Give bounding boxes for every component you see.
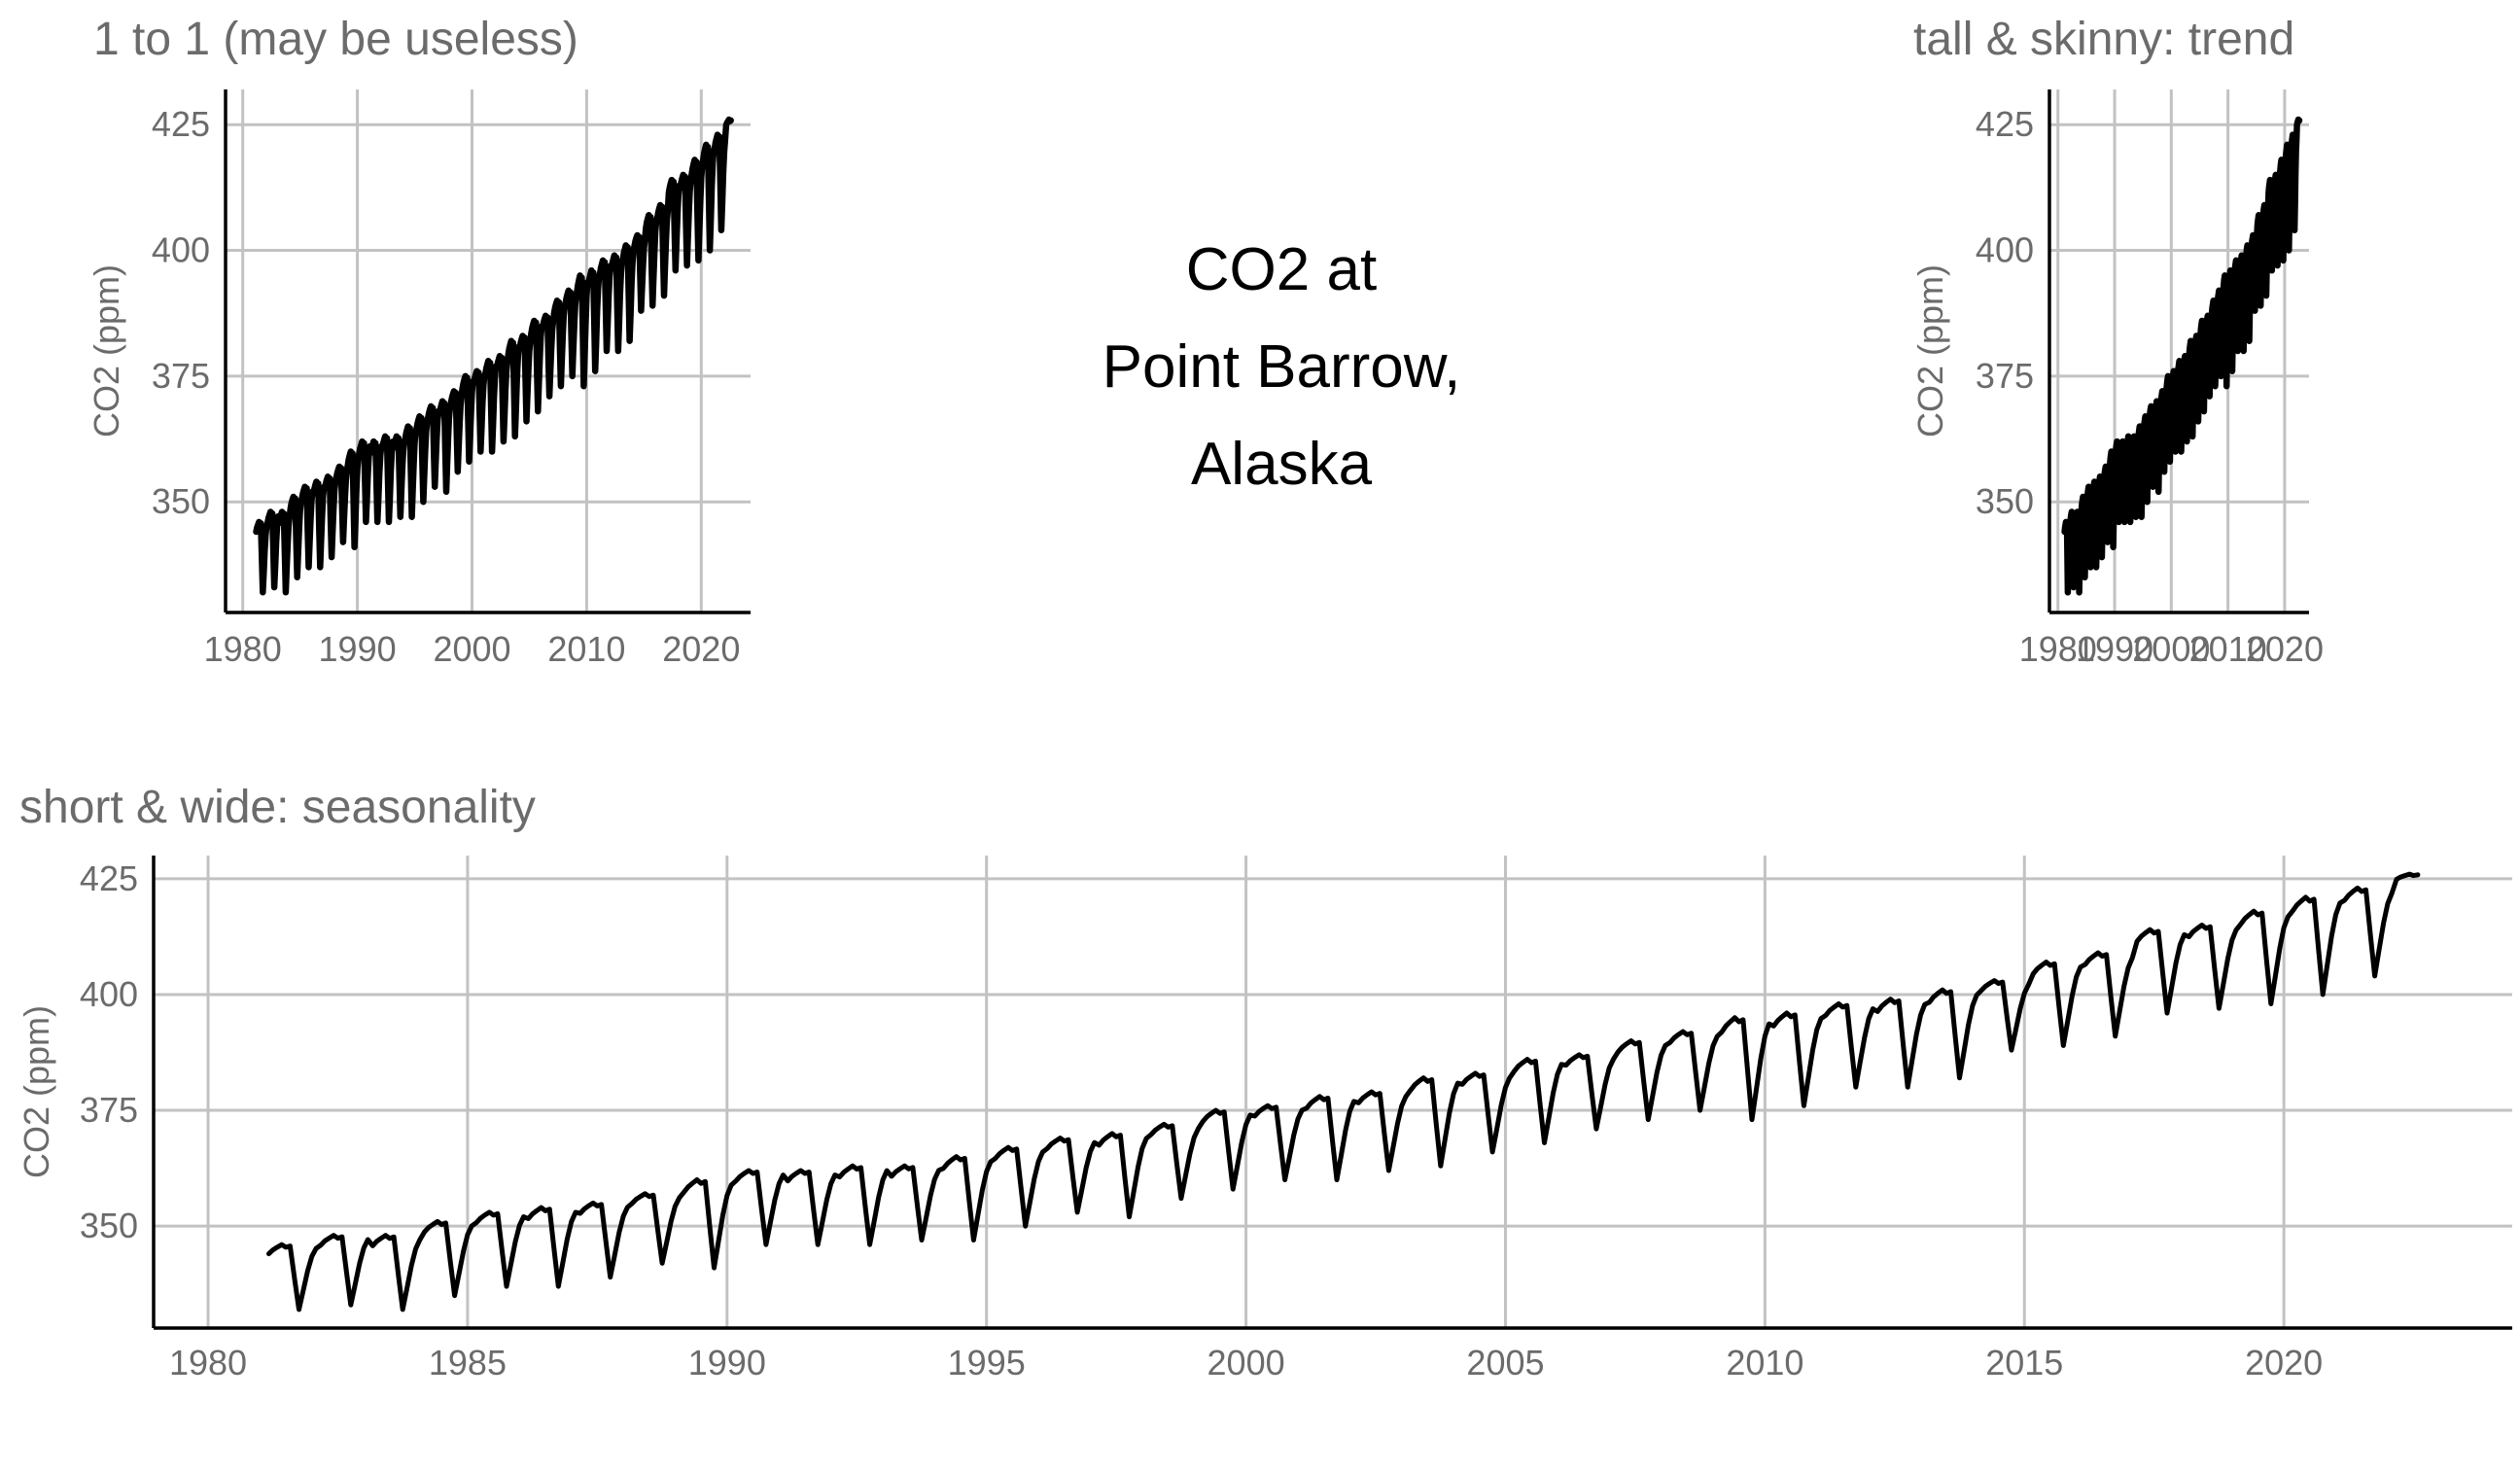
x-tick-label: 2020 — [2246, 629, 2324, 669]
x-tick-label: 2000 — [2132, 629, 2210, 669]
y-axis-label: CO2 (ppm) — [1910, 264, 1950, 438]
panel-tall-skinny: tall & skinny: trend 19801990200020102020… — [1910, 14, 2324, 669]
panel-title: 1 to 1 (may be useless) — [93, 14, 578, 65]
panel-one-to-one: 1 to 1 (may be useless) 1980 1990 2000 2010 2… — [87, 14, 751, 669]
x-tick-label: 2015 — [1985, 1343, 2063, 1382]
co2-series-line — [2061, 116, 2303, 596]
panel-title: tall & skinny: trend — [1913, 14, 2294, 65]
y-tick-label: 350 — [1976, 481, 2034, 521]
x-tick-label: 2000 — [1208, 1343, 1285, 1382]
x-tick-label: 2020 — [2245, 1343, 2323, 1382]
y-tick-label: 400 — [80, 974, 138, 1014]
y-tick-label: 400 — [1976, 230, 2034, 270]
center-title-line-1: CO2 at — [1186, 236, 1377, 303]
y-tick-label: 375 — [1976, 356, 2034, 396]
y-tick-label: 425 — [80, 858, 138, 898]
y-tick-label: 425 — [152, 104, 210, 144]
x-tick-label: 2000 — [433, 629, 510, 669]
y-axis-label: CO2 (ppm) — [87, 264, 126, 438]
x-tick-label: 2005 — [1466, 1343, 1544, 1382]
x-tick-label: 2010 — [547, 629, 625, 669]
co2-series-line — [253, 116, 734, 596]
x-tick-label: 1990 — [688, 1343, 766, 1382]
y-tick-label: 375 — [152, 356, 210, 396]
x-tick-label: 1980 — [169, 1343, 247, 1382]
x-tick-label: 1985 — [429, 1343, 507, 1382]
panel-title: short & wide: seasonality — [19, 782, 536, 833]
center-title-line-3: Alaska — [1191, 431, 1373, 498]
x-tick-label: 1990 — [319, 629, 397, 669]
x-tick-label: 1995 — [948, 1343, 1026, 1382]
center-title-line-2: Point Barrow, — [1102, 333, 1461, 401]
x-tick-label: 2010 — [1726, 1343, 1803, 1382]
co2-series-line — [266, 871, 2421, 1312]
x-tick-label: 1990 — [2076, 629, 2153, 669]
y-tick-label: 400 — [152, 230, 210, 270]
y-tick-label: 425 — [1976, 104, 2034, 144]
x-tick-label: 2020 — [662, 629, 740, 669]
y-axis-label: CO2 (ppm) — [17, 1005, 56, 1178]
y-tick-label: 350 — [152, 481, 210, 521]
x-tick-label: 1980 — [2019, 629, 2097, 669]
x-tick-label: 1980 — [204, 629, 282, 669]
y-tick-label: 375 — [80, 1090, 138, 1130]
x-tick-label: 2010 — [2189, 629, 2267, 669]
y-tick-label: 350 — [80, 1206, 138, 1245]
panel-short-wide: short & wide: seasonality 1980 1985 1990 199… — [17, 782, 2512, 1382]
